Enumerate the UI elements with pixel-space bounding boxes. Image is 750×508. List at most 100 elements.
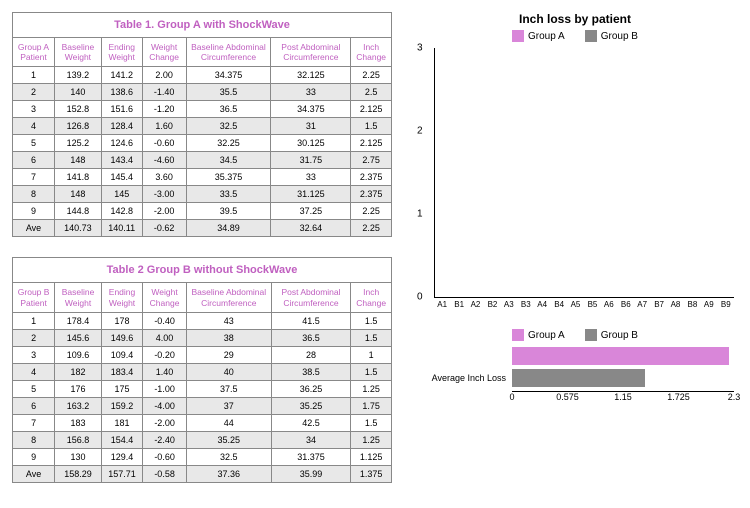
x-label-pair: A7B7 (634, 300, 667, 309)
table-header-cell: Baseline Abdominal Circumference (186, 283, 271, 312)
table-cell: 1.5 (351, 363, 392, 380)
table-cell: 34.375 (271, 101, 351, 118)
table-cell: 29 (186, 346, 271, 363)
table-cell: 142.8 (101, 203, 142, 220)
hbar-chart: Average Inch Loss 00.5751.151.7252.3 (416, 347, 734, 405)
table-cell: 140.73 (55, 220, 102, 237)
table-cell: 2.25 (351, 203, 392, 220)
table-cell: -2.40 (143, 431, 187, 448)
table-cell: 126.8 (55, 118, 102, 135)
table-1-title: Table 1. Group A with ShockWave (12, 12, 392, 37)
table-cell: 1.5 (351, 329, 392, 346)
y-axis-tick: 1 (417, 209, 423, 220)
table-cell: 149.6 (101, 329, 142, 346)
hbar-b (512, 369, 645, 387)
table-cell: 140.11 (101, 220, 142, 237)
table-cell: 38 (186, 329, 271, 346)
table-cell: 140 (55, 84, 102, 101)
table-row: 4182183.41.404038.51.5 (13, 363, 392, 380)
table-header-cell: Group A Patient (13, 38, 55, 67)
hbar-a (512, 347, 729, 365)
table-row: 3109.6109.4-0.2029281 (13, 346, 392, 363)
table-cell: 145 (101, 186, 142, 203)
legend-a2: Group A (528, 330, 565, 341)
table-cell: -2.00 (143, 414, 187, 431)
table-cell: 163.2 (55, 397, 102, 414)
table-cell: 31.375 (271, 448, 351, 465)
table-cell: 33.5 (186, 186, 271, 203)
table-cell: 152.8 (55, 101, 102, 118)
bar-chart: 0123 (434, 48, 734, 298)
table-cell: 109.4 (101, 346, 142, 363)
table-cell: -0.60 (143, 448, 187, 465)
table-cell: 33 (271, 169, 351, 186)
table-cell: 145.4 (101, 169, 142, 186)
table-row: 4126.8128.41.6032.5311.5 (13, 118, 392, 135)
table-cell: 158.29 (55, 465, 102, 482)
table-cell: 183.4 (101, 363, 142, 380)
hbar-tick: 2.3 (728, 392, 741, 402)
table-header-cell: Baseline Weight (55, 38, 102, 67)
table-cell: 1.5 (351, 118, 392, 135)
table-cell: 44 (186, 414, 271, 431)
x-label-pair: A5B5 (567, 300, 600, 309)
table-cell: 157.71 (101, 465, 142, 482)
table-cell: 2.125 (351, 135, 392, 152)
table-cell: -0.62 (142, 220, 186, 237)
x-label-pair: A8B8 (667, 300, 700, 309)
table-cell: 1.5 (351, 414, 392, 431)
table-cell: 3 (13, 346, 55, 363)
table-cell: 3.60 (142, 169, 186, 186)
table-cell: 33 (271, 84, 351, 101)
table-cell: 28 (271, 346, 351, 363)
table-cell: 181 (101, 414, 142, 431)
table-cell: 148 (55, 152, 102, 169)
table-cell: -0.58 (143, 465, 187, 482)
table-cell: -0.60 (142, 135, 186, 152)
table-cell: 39.5 (186, 203, 271, 220)
table-cell: 40 (186, 363, 271, 380)
hbar-tick: 0 (509, 392, 514, 402)
legend-b: Group B (601, 31, 638, 42)
hbar-tick: 1.15 (614, 392, 632, 402)
table-header-cell: Weight Change (143, 283, 187, 312)
table-header-cell: Post Abdominal Circumference (271, 283, 351, 312)
table-row: 7183181-2.004442.51.5 (13, 414, 392, 431)
table-cell: Ave (13, 465, 55, 482)
legend-b2: Group B (601, 330, 638, 341)
table-cell: 109.6 (55, 346, 102, 363)
y-axis-tick: 2 (417, 126, 423, 137)
table-cell: 7 (13, 169, 55, 186)
x-label-pair: A4B4 (534, 300, 567, 309)
table-cell: Ave (13, 220, 55, 237)
table-cell: -4.00 (143, 397, 187, 414)
table-cell: 32.25 (186, 135, 271, 152)
table-row: Ave140.73140.11-0.6234.8932.642.25 (13, 220, 392, 237)
table-cell: 1.75 (351, 397, 392, 414)
hbar-tick: 1.725 (667, 392, 690, 402)
table-cell: 2 (13, 84, 55, 101)
table-cell: 35.99 (271, 465, 351, 482)
table-cell: 34 (271, 431, 351, 448)
table-cell: 32.64 (271, 220, 351, 237)
table-cell: 41.5 (271, 312, 351, 329)
table-cell: 2.375 (351, 169, 392, 186)
table-header-cell: Weight Change (142, 38, 186, 67)
table-cell: -2.00 (142, 203, 186, 220)
table-cell: 148 (55, 186, 102, 203)
table-cell: 182 (55, 363, 102, 380)
table-cell: 35.25 (186, 431, 271, 448)
table-header-cell: Baseline Weight (55, 283, 102, 312)
table-row: Ave158.29157.71-0.5837.3635.991.375 (13, 465, 392, 482)
table-cell: 2.25 (351, 67, 392, 84)
table-cell: 1.125 (351, 448, 392, 465)
table-cell: 36.5 (186, 101, 271, 118)
table-cell: 4.00 (143, 329, 187, 346)
table-row: 5176175-1.0037.536.251.25 (13, 380, 392, 397)
table-cell: 37.36 (186, 465, 271, 482)
x-label-pair: A6B6 (601, 300, 634, 309)
table-cell: 2.5 (351, 84, 392, 101)
table-cell: 143.4 (101, 152, 142, 169)
legend-a: Group A (528, 31, 565, 42)
table-header-cell: Inch Change (351, 38, 392, 67)
